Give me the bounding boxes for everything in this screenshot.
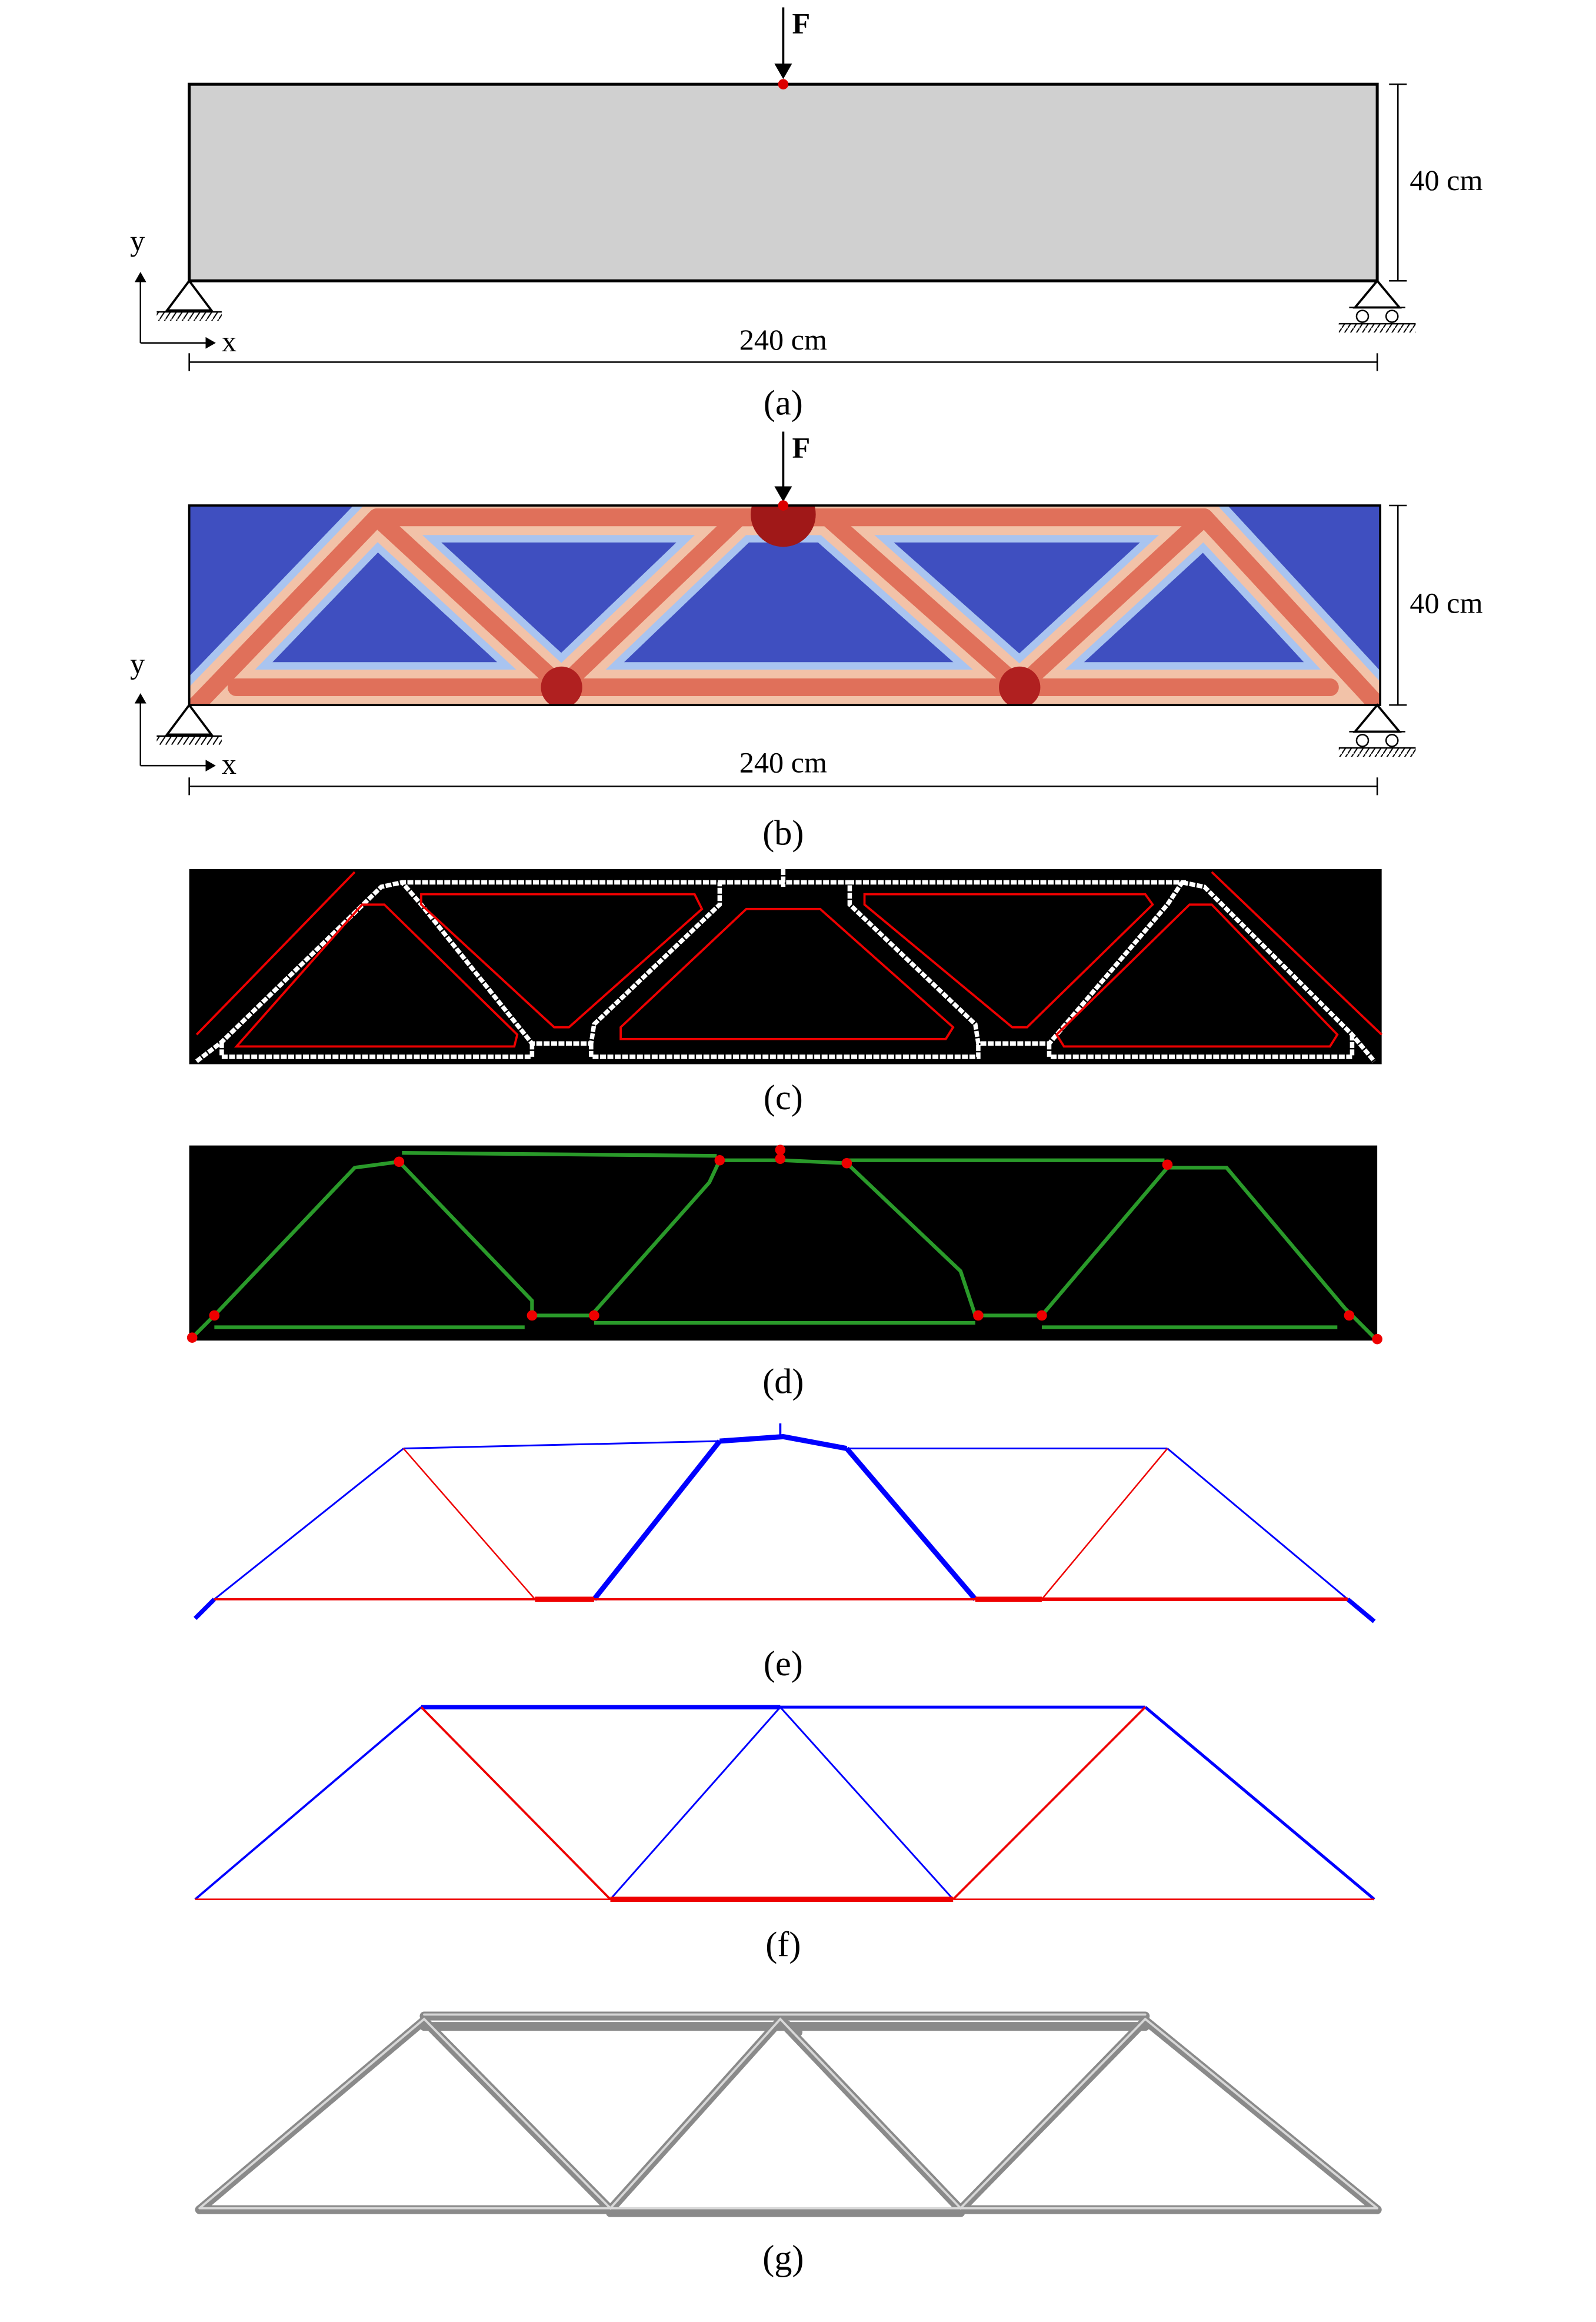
tension-members <box>214 1448 1348 1602</box>
pin-support <box>156 703 222 745</box>
length-label: 240 cm <box>739 746 827 779</box>
graph-nodes <box>186 1145 1382 1345</box>
length-dimension <box>188 353 1378 371</box>
panel-a: F 40 cm y x 240 cm (a) <box>130 7 1482 423</box>
height-label: 40 cm <box>1410 164 1482 197</box>
panel-label: (a) <box>764 384 803 423</box>
panel-g: (g) <box>195 2011 1382 2278</box>
height-dimension <box>1389 504 1407 706</box>
beam-domain <box>188 82 1379 282</box>
axes <box>134 272 216 349</box>
graph-image <box>189 1145 1378 1341</box>
roller-support <box>1338 703 1416 757</box>
skeleton <box>195 869 1376 1063</box>
panel-label: (c) <box>764 1078 803 1117</box>
compression-members <box>194 1423 1376 1624</box>
roller-support <box>1338 279 1416 333</box>
load-point <box>778 79 789 89</box>
height-label: 40 cm <box>1410 586 1482 619</box>
truss-highlights <box>198 2013 1378 2210</box>
panel-f: (f) <box>194 1705 1375 1964</box>
panel-label: (b) <box>762 813 804 853</box>
graph-edges <box>191 1151 1376 1339</box>
truss-tubes <box>195 2011 1382 2217</box>
panel-label: (e) <box>764 1644 803 1684</box>
panel-e: (e) <box>194 1423 1376 1684</box>
axis-y: y <box>130 647 145 680</box>
axis-x: x <box>222 325 236 358</box>
axis-y: y <box>130 224 145 257</box>
compression-members <box>194 1705 1375 1901</box>
panel-label: (d) <box>762 1362 804 1401</box>
panel-b: F 40 cm y x 240 cm (b) <box>130 431 1482 853</box>
panel-c: (c) <box>189 869 1382 1117</box>
length-label: 240 cm <box>739 323 827 356</box>
force-label: F <box>792 431 810 464</box>
panel-label: (g) <box>762 2238 804 2278</box>
panel-label: (f) <box>765 1925 801 1964</box>
tension-members <box>195 1706 1375 1902</box>
density-field <box>189 505 1381 706</box>
length-dimension <box>188 777 1378 796</box>
contours <box>195 871 1382 1048</box>
axes <box>134 693 216 772</box>
panel-d: (d) <box>186 1145 1382 1401</box>
skeleton-image <box>189 869 1382 1064</box>
load-point <box>778 500 789 511</box>
pin-support <box>156 279 222 321</box>
force-label: F <box>792 7 810 40</box>
height-dimension <box>1389 83 1407 282</box>
axis-x: x <box>222 747 236 780</box>
